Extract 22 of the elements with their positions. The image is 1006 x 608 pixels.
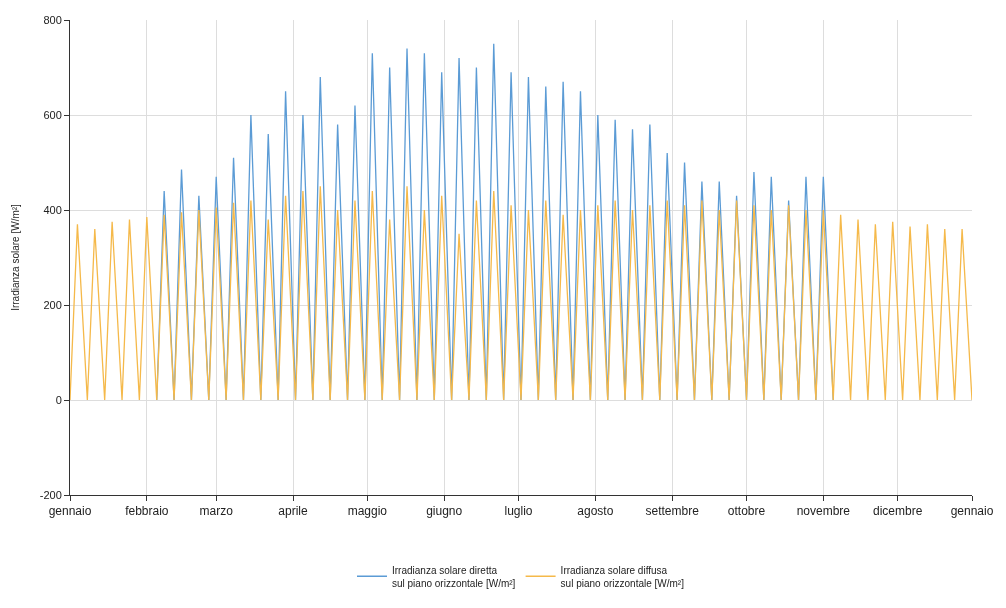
y-tick-label: 200: [43, 298, 62, 311]
x-tick-label: febbraio: [125, 504, 169, 519]
x-tick-label: agosto: [577, 504, 614, 519]
x-tick-label: gennaio: [48, 504, 92, 519]
x-tick-label: novembre: [796, 504, 851, 519]
x-tick-label: marzo: [199, 504, 234, 519]
y-tick-label: -200: [39, 488, 62, 501]
x-tick-label: maggio: [347, 504, 388, 519]
y-tick-label: 400: [43, 203, 62, 216]
y-tick-label: 600: [43, 108, 62, 121]
legend-label: Irradianza solare diffusa sul piano orizzontale [W/m²]: [560, 564, 685, 589]
x-tick-label: giugno: [426, 504, 463, 519]
x-tick-label: gennaio: [950, 504, 994, 519]
x-tick-label: aprile: [278, 504, 309, 519]
x-tick-label: luglio: [504, 504, 533, 519]
x-tick-label: ottobre: [727, 504, 766, 519]
y-tick-label: 0: [55, 393, 62, 406]
x-tick-label: settembre: [645, 504, 700, 519]
y-axis-title: Irradianza solare [W/m²]: [9, 203, 21, 311]
y-tick-label: 800: [43, 13, 62, 26]
legend-label: Irradianza solare diretta sul piano orizzontale [W/m²]: [392, 564, 516, 589]
x-tick-label: dicembre: [872, 504, 923, 519]
